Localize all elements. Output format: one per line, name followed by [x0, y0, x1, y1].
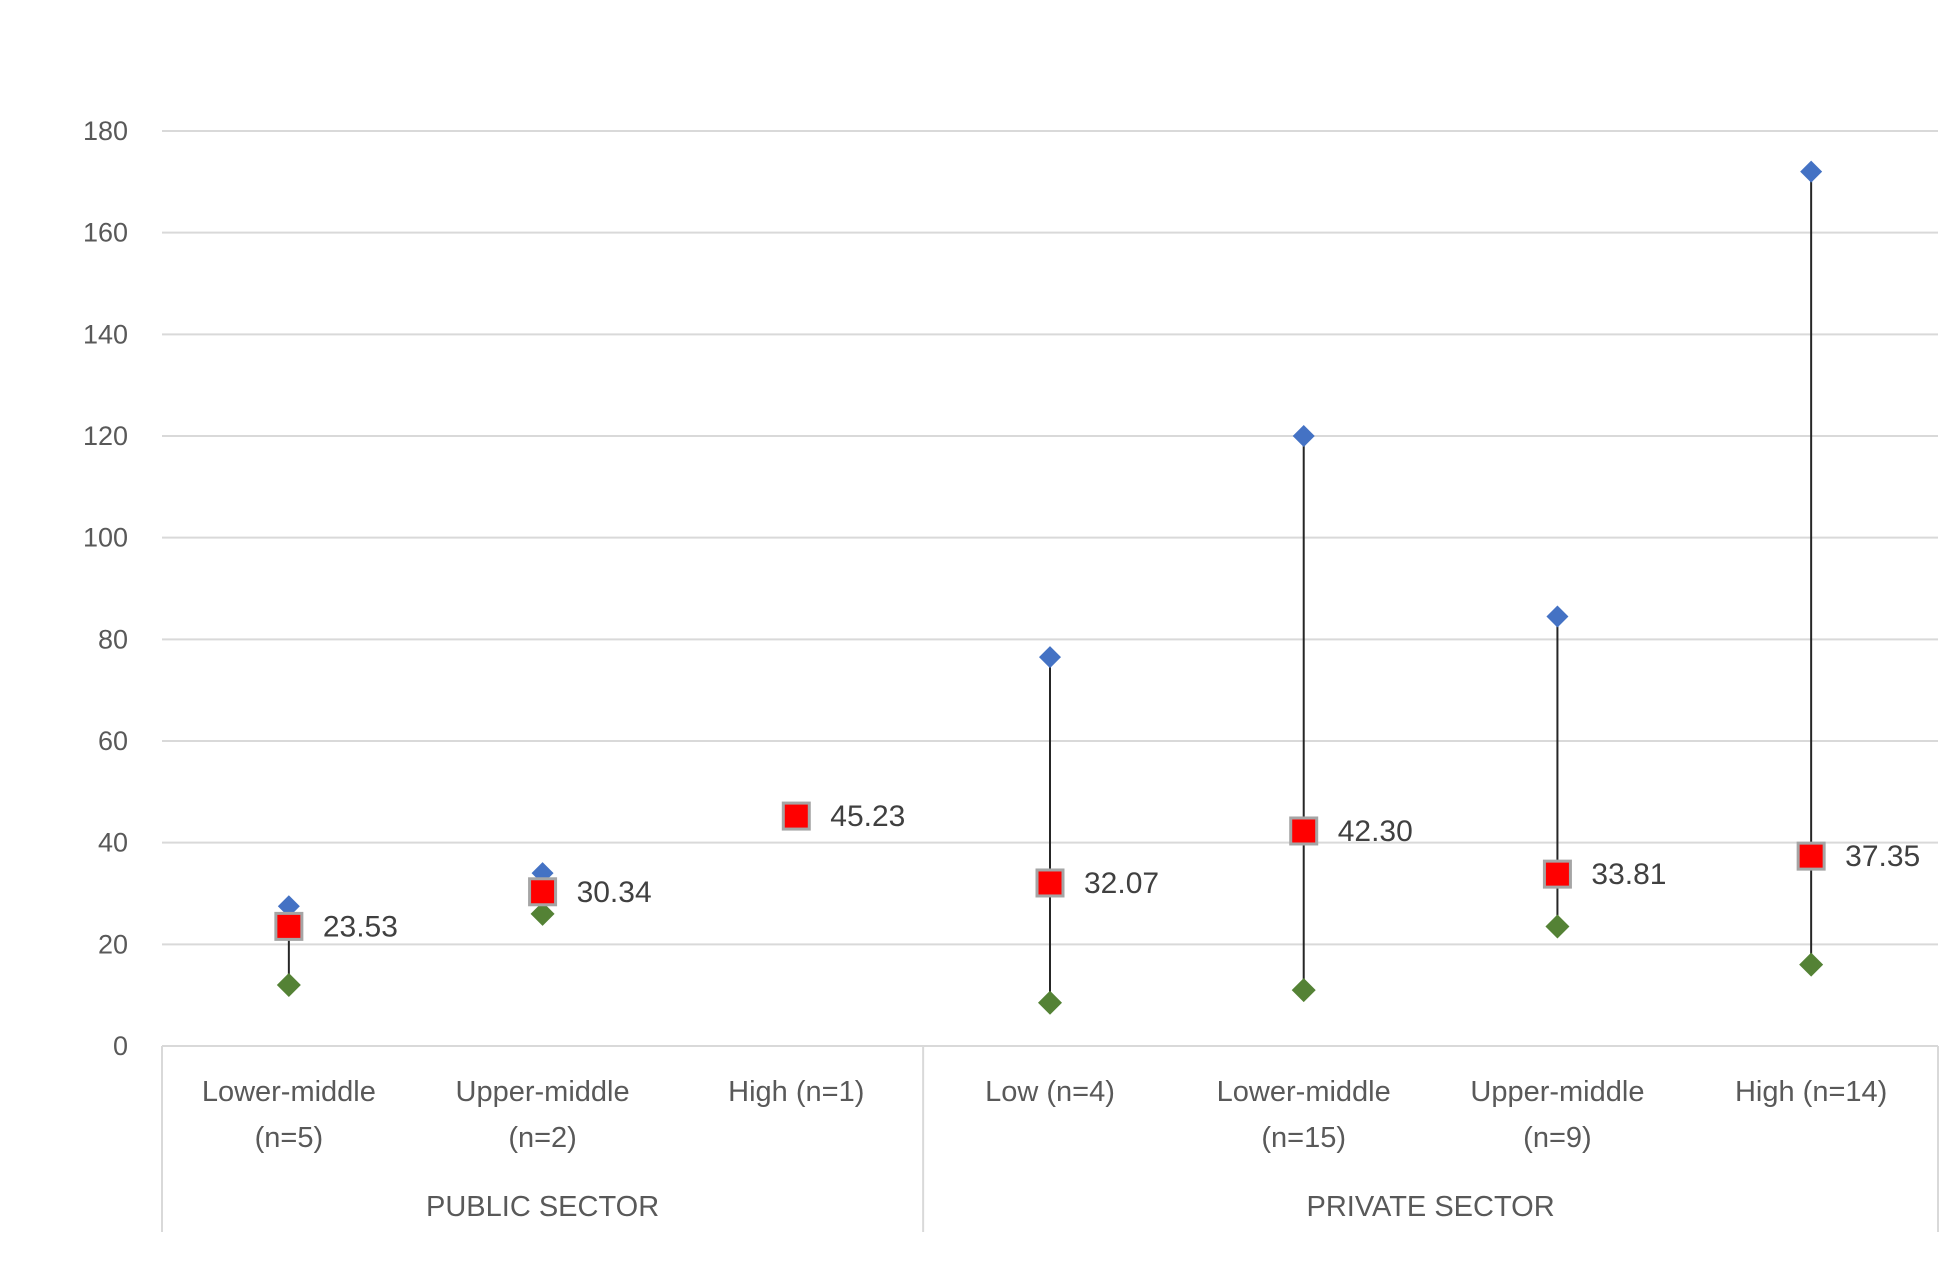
- mean-data-label: 45.23: [830, 800, 905, 833]
- category-label: Lower-middle: [1217, 1076, 1391, 1108]
- mean-data-label: 23.53: [323, 910, 398, 943]
- category-label: Upper-middle: [1470, 1076, 1644, 1108]
- mean-data-label: 32.07: [1084, 867, 1159, 900]
- axes: 0 20 40 60 80 100 120 140 160 180 Lower-middle (n=5…: [83, 116, 1939, 1232]
- max-marker: [1546, 605, 1569, 628]
- y-tick-label: 60: [98, 726, 128, 756]
- mean-marker: [1035, 868, 1065, 898]
- min-marker: [1291, 978, 1316, 1003]
- category-label: Upper-middle: [456, 1076, 630, 1108]
- mean-data-label: 37.35: [1845, 840, 1920, 873]
- mean-marker: [781, 801, 811, 831]
- y-tick-label: 120: [83, 421, 128, 451]
- mean-data-label: 42.30: [1338, 815, 1413, 848]
- range-lines: [287, 171, 1813, 1003]
- max-marker: [1039, 646, 1061, 669]
- y-tick-label: 80: [98, 624, 128, 654]
- category-label: High (n=1): [728, 1076, 864, 1108]
- mean-data-label: 30.34: [577, 876, 652, 909]
- mean-marker: [1542, 859, 1572, 889]
- gridlines: [162, 130, 1938, 946]
- mean-marker: [1289, 816, 1319, 846]
- y-tick-label: 20: [98, 929, 128, 959]
- y-tick-label: 140: [83, 319, 128, 349]
- max-marker: [277, 895, 300, 918]
- min-marker: [276, 973, 301, 997]
- category-label: (n=15): [1261, 1122, 1346, 1154]
- category-label: Lower-middle: [202, 1076, 376, 1108]
- y-tick-label: 180: [83, 116, 128, 146]
- group-label: PUBLIC SECTOR: [426, 1191, 659, 1223]
- category-label: (n=9): [1523, 1122, 1592, 1154]
- category-label: Low (n=4): [985, 1076, 1115, 1108]
- min-marker: [1038, 990, 1062, 1015]
- y-tick-label: 40: [98, 828, 128, 858]
- min-marker: [1545, 914, 1570, 939]
- data-labels: 23.53 30.34 45.23 32.07 42.30 33.81 37.35: [323, 800, 1920, 943]
- group-label: PRIVATE SECTOR: [1306, 1191, 1554, 1223]
- max-marker: [1292, 425, 1315, 447]
- markers: [274, 160, 1826, 1015]
- mean-marker: [274, 911, 304, 941]
- mean-data-label: 33.81: [1591, 858, 1666, 891]
- max-marker: [1800, 160, 1823, 183]
- min-marker: [1799, 952, 1824, 977]
- category-label: (n=2): [508, 1122, 577, 1154]
- mean-marker: [1796, 841, 1826, 871]
- mean-marker: [528, 877, 558, 907]
- category-label: High (n=14): [1735, 1076, 1887, 1108]
- y-tick-label: 160: [83, 218, 128, 248]
- category-label: (n=5): [255, 1122, 324, 1154]
- min-marker: [530, 901, 555, 926]
- y-tick-label: 0: [113, 1031, 128, 1061]
- y-tick-label: 100: [83, 523, 128, 553]
